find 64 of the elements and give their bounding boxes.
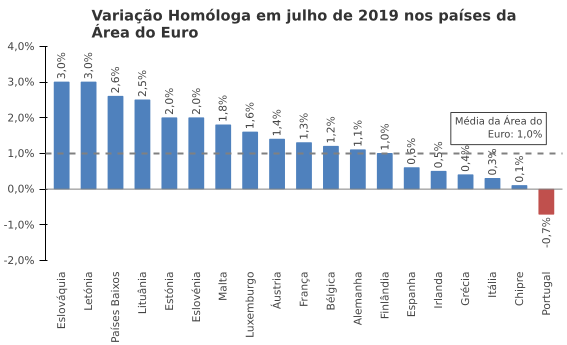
x-tick-label: Irlanda	[432, 271, 446, 309]
x-tick-label: Eslovénia	[190, 271, 203, 322]
y-tick-label: 4,0%	[7, 40, 35, 53]
data-label: 1,1%	[351, 120, 364, 147]
bar	[269, 138, 285, 190]
data-label: 1,6%	[244, 102, 257, 130]
x-tick-label: Bélgica	[324, 271, 338, 310]
y-tick-label: 2,0%	[7, 111, 35, 124]
bar	[134, 100, 150, 190]
bar	[296, 142, 312, 190]
y-tick-label: 1,0%	[7, 147, 35, 160]
data-label: -0,7%	[540, 217, 553, 248]
bar	[108, 96, 124, 190]
bar	[80, 82, 96, 190]
data-label: 2,0%	[162, 88, 176, 115]
data-label: 1,4%	[270, 109, 284, 136]
data-label: 1,0%	[378, 123, 392, 150]
data-label: 1,2%	[324, 116, 338, 144]
x-tick-label: Letónia	[82, 272, 96, 311]
x-tick-label: Grécia	[459, 272, 472, 306]
ref-line-label: Média da Área do Euro: 1,0%	[454, 114, 542, 141]
chart-title: Variação Homóloga em julho de 2019 nos países da Área do Euro	[91, 8, 517, 42]
data-label: 2,5%	[136, 70, 149, 97]
x-tick-label: Lituânia	[136, 271, 149, 314]
y-tick-label: -1,0%	[4, 218, 35, 232]
bar	[484, 178, 500, 190]
bar	[404, 167, 420, 190]
x-tick-label: Portugal	[540, 271, 553, 316]
bar	[215, 124, 232, 190]
bar	[323, 146, 339, 190]
data-label: 1,3%	[298, 112, 310, 140]
bar	[458, 174, 474, 190]
x-tick-label: Países Baixos	[109, 271, 122, 343]
x-tick-label: Eslováquia	[55, 271, 68, 330]
data-label: 0,3%	[486, 148, 499, 176]
data-label: 0,4%	[459, 144, 472, 172]
data-label: 2,0%	[190, 88, 203, 115]
x-tick-label: Finlândia	[378, 271, 392, 320]
bar	[161, 117, 178, 190]
bar	[376, 153, 393, 190]
bar	[430, 170, 447, 190]
data-label: 2,6%	[109, 66, 122, 94]
y-tick-label: 3,0%	[7, 76, 35, 89]
x-tick-label: Luxemburgo	[244, 271, 257, 338]
bar	[188, 117, 204, 190]
bar	[54, 82, 70, 190]
x-tick-label: Alemanha	[351, 271, 364, 326]
x-tick-label: Chipre	[512, 271, 526, 306]
data-label: 0,1%	[512, 156, 526, 183]
data-label: 3,0%	[82, 52, 96, 80]
x-tick-label: Estónia	[162, 271, 176, 311]
bar	[350, 149, 366, 190]
bar	[538, 188, 554, 215]
x-tick-label: Itália	[486, 271, 499, 298]
bar	[242, 132, 258, 190]
y-tick-label: 0,0%	[7, 182, 35, 196]
data-label: 3,0%	[55, 52, 68, 80]
x-tick-label: Malta	[216, 271, 230, 301]
data-label: 0,5%	[432, 141, 446, 168]
x-tick-label: Áustria	[270, 271, 284, 310]
data-label: 1,8%	[216, 94, 230, 122]
y-tick-label: -2,0%	[4, 254, 35, 267]
x-tick-label: França	[298, 271, 310, 307]
x-tick-label: Espanha	[405, 271, 418, 318]
